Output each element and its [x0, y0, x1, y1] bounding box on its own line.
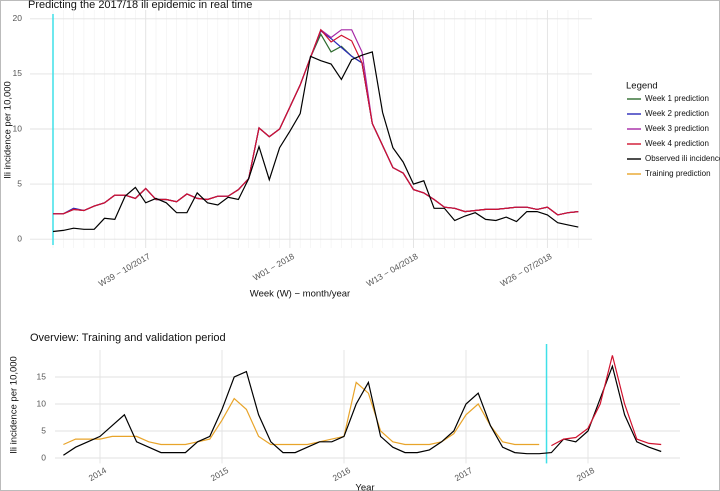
legend-label: Week 2 prediction [645, 109, 709, 118]
y-tick-label: 5 [17, 178, 22, 188]
y-tick-label: 5 [41, 425, 46, 435]
y-tick-label: 20 [13, 13, 23, 23]
x-axis-title: Year [355, 483, 374, 491]
y-axis-title: Ili incidence per 10,000 [9, 356, 20, 454]
legend-label: Week 1 prediction [645, 94, 709, 103]
series-line [63, 381, 540, 446]
legend-label: Observed ili incidence [645, 154, 720, 163]
y-tick-label: 0 [41, 452, 46, 462]
series-line [63, 364, 662, 456]
x-axis-title: Week (W) − month/year [250, 289, 350, 300]
series-line [52, 51, 579, 233]
y-tick-label: 15 [13, 68, 23, 78]
y-axis-title: Ili incidence per 10,000 [3, 81, 14, 179]
y-tick-label: 15 [37, 371, 47, 381]
y-tick-label: 0 [17, 233, 22, 243]
series-line [53, 28, 579, 216]
legend-label: Week 3 prediction [645, 124, 709, 133]
legend-label: Week 4 prediction [645, 139, 709, 148]
y-tick-label: 10 [37, 398, 47, 408]
y-tick-label: 10 [13, 123, 23, 133]
chart-title: Predicting the 2017/18 ili epidemic in r… [28, 0, 252, 11]
legend-title: Legend [626, 81, 658, 92]
series-line [551, 355, 662, 447]
chart-title: Overview: Training and validation period [30, 332, 226, 344]
legend-label: Training prediction [645, 169, 711, 178]
